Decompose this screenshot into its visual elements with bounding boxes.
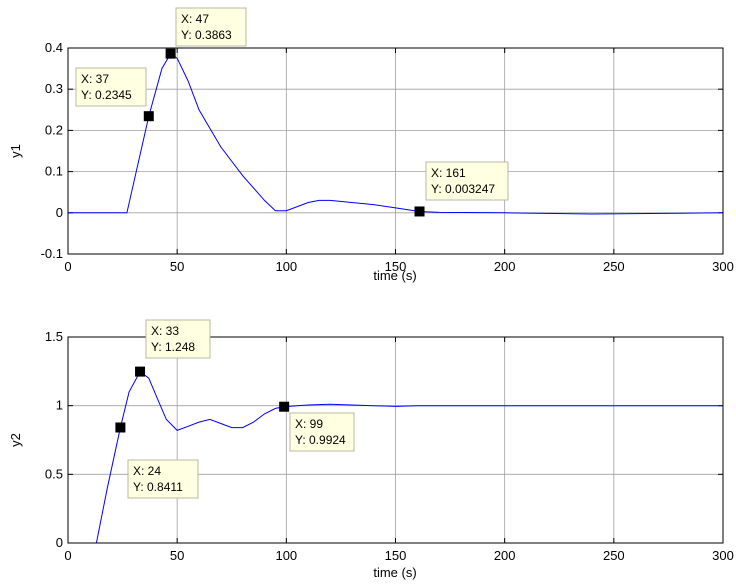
datatip-marker[interactable]: [414, 206, 425, 217]
x-tick-label: 150: [385, 548, 407, 563]
datatip[interactable]: X: 33 Y: 1.248: [135, 319, 211, 377]
y-tick-label: 0.1: [45, 164, 63, 179]
y-tick-label: 0.2: [45, 122, 63, 137]
grid: [68, 48, 723, 254]
datatip[interactable]: X: 161 Y: 0.003247: [414, 161, 509, 217]
datatip-x-text: X: 47: [181, 12, 209, 26]
subplot-y1: 0 50 100 150 200 250 300 -0.100.10.20.30.4 tim…: [8, 7, 734, 283]
datatip-y-text: Y: 0.003247: [431, 182, 495, 196]
y-tick-label: 0.3: [45, 81, 63, 96]
datatip-marker[interactable]: [115, 422, 126, 433]
datatip[interactable]: X: 24 Y: 0.8411: [115, 422, 199, 499]
datatip[interactable]: X: 99 Y: 0.9924: [279, 401, 355, 452]
axes-box: [67, 47, 724, 255]
datatip-x-text: X: 161: [431, 166, 466, 180]
x-tick-label: 200: [494, 259, 516, 274]
axes-box: [67, 336, 724, 544]
x-tick-label: 200: [494, 548, 516, 563]
datatip-marker[interactable]: [165, 48, 176, 59]
y-axis-label: y2: [8, 433, 23, 447]
y-tick-label: 0.4: [45, 40, 63, 55]
x-tick-label: 0: [64, 548, 71, 563]
y-tick-label: 1.5: [45, 329, 63, 344]
datatip-x-text: X: 24: [133, 464, 161, 478]
datatip-marker[interactable]: [135, 366, 146, 377]
datatip-marker[interactable]: [143, 111, 154, 122]
y-tick-label: 1: [56, 398, 63, 413]
datatip-x-text: X: 33: [151, 324, 179, 338]
datatips: X: 24 Y: 0.8411 X: 33 Y: 1.248 X: 99 Y: 0.992…: [115, 319, 355, 499]
x-tick-label: 300: [712, 259, 734, 274]
datatip[interactable]: X: 47 Y: 0.3863: [165, 7, 247, 59]
datatip-box: [425, 161, 509, 201]
datatip-y-text: Y: 0.2345: [81, 88, 132, 102]
y-tick-labels: -0.1 0 0.1 0.2 0.3 0.4: [41, 40, 63, 261]
subplot-y2: 0 50 100 150 200 250 300 00.511.5 time (s) y2 …: [8, 319, 734, 580]
datatip-box: [75, 67, 147, 107]
x-tick-label: 300: [712, 548, 734, 563]
x-axis-label: time (s): [373, 565, 416, 580]
x-tick-label: 0: [64, 259, 71, 274]
x-tick-label: 100: [275, 259, 297, 274]
y-tick-labels: 0 0.5 1 1.5: [45, 329, 63, 550]
x-tick-label: 250: [603, 259, 625, 274]
x-tick-label: 150: [385, 259, 407, 274]
y-tick-label: 0: [56, 205, 63, 220]
x-axis-label: time (s): [373, 268, 416, 283]
datatip-box: [127, 459, 199, 499]
x-tick-labels: 0 50 100 150 200 250 300: [64, 259, 733, 274]
datatip-x-text: X: 99: [295, 417, 323, 431]
y-tick-label: 0.5: [45, 466, 63, 481]
datatip-y-text: Y: 0.9924: [295, 433, 346, 447]
x-tick-label: 100: [275, 548, 297, 563]
x-tick-label: 50: [170, 259, 184, 274]
datatip-box: [145, 319, 211, 359]
datatip[interactable]: X: 37 Y: 0.2345: [75, 67, 154, 122]
datatip-y-text: Y: 0.8411: [133, 480, 183, 494]
datatip-y-text: Y: 0.3863: [181, 28, 232, 42]
y-tick-label: -0.1: [41, 246, 63, 261]
x-tick-label: 50: [170, 548, 184, 563]
y-axis-label: y1: [8, 144, 23, 158]
datatip-x-text: X: 37: [81, 72, 109, 86]
datatip-box: [289, 412, 355, 452]
datatip-y-text: Y: 1.248: [151, 340, 195, 354]
y-tick-label: 0: [56, 535, 63, 550]
x-tick-label: 250: [603, 548, 625, 563]
x-tick-labels: 0 50 100 150 200 250 300: [64, 548, 733, 563]
datatips: X: 37 Y: 0.2345 X: 47 Y: 0.3863 X: 161 Y: 0.0…: [75, 7, 509, 217]
datatip-marker[interactable]: [279, 401, 290, 412]
datatip-box: [175, 7, 247, 47]
